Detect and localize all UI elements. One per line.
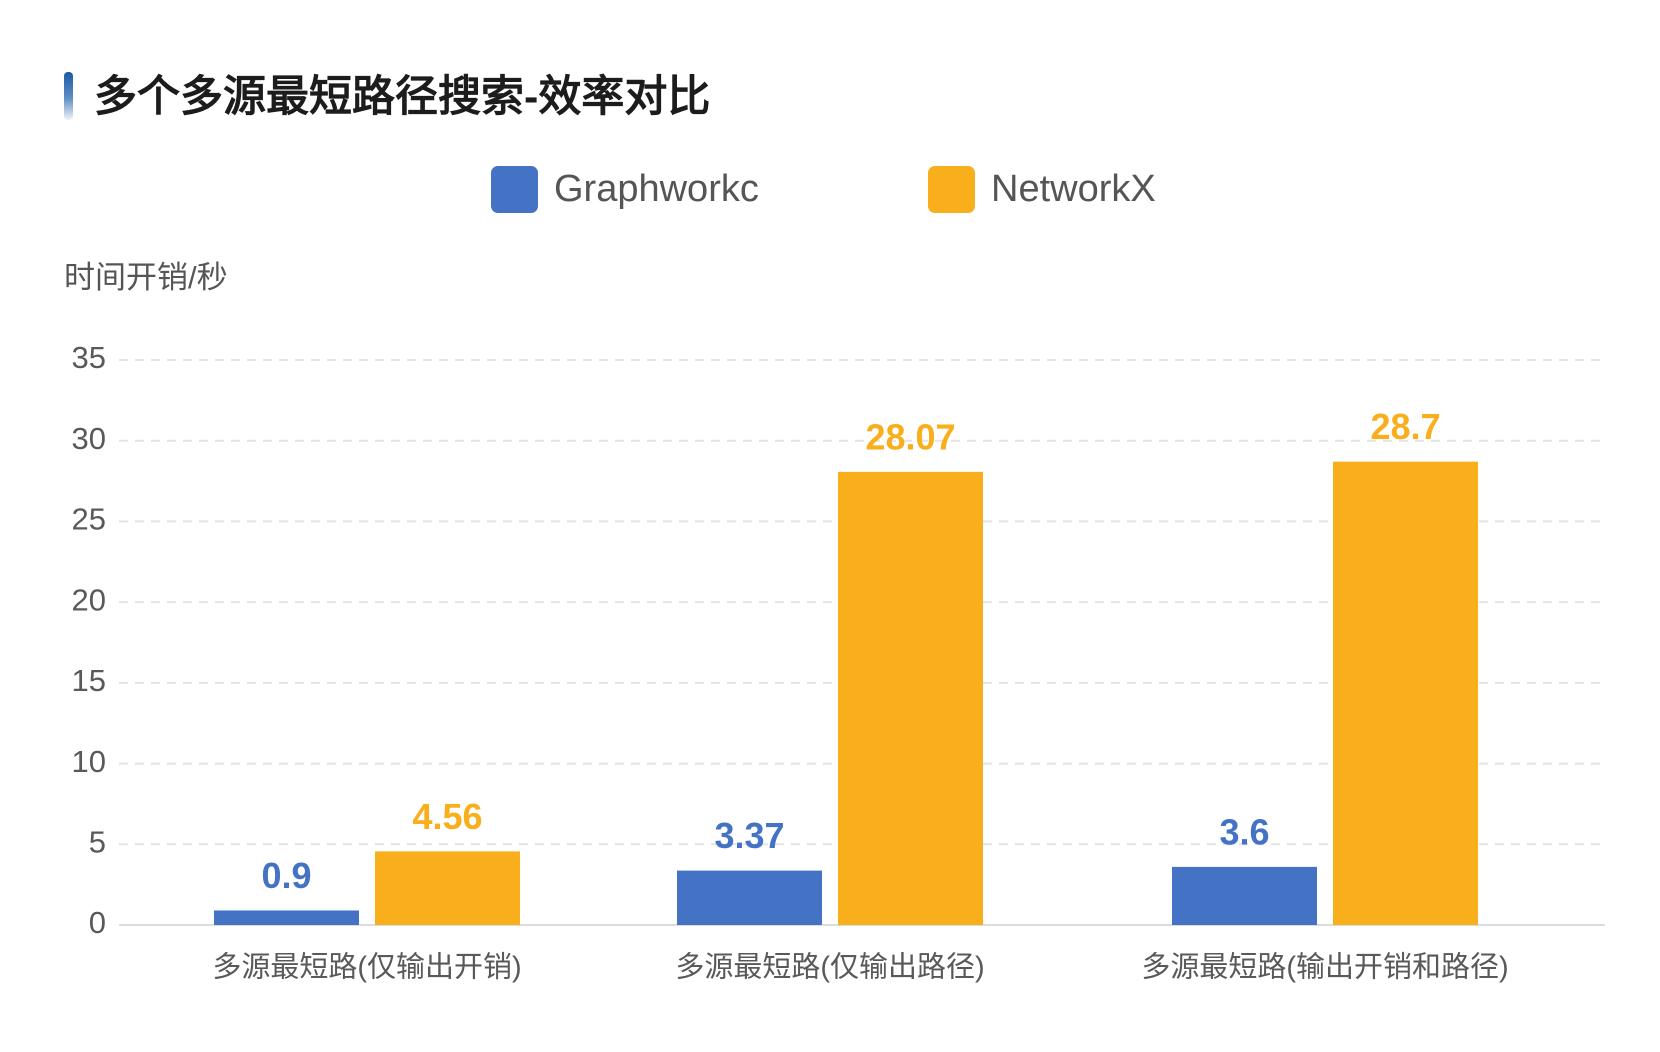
data-label: 0.9 <box>261 855 311 896</box>
legend-item-networkx[interactable]: NetworkX <box>928 165 1156 213</box>
bar-graphworkc[interactable] <box>214 910 359 925</box>
y-tick-label: 35 <box>72 340 106 375</box>
legend-label: Graphworkc <box>554 167 759 210</box>
y-tick-label: 0 <box>89 905 106 940</box>
title-accent-bar <box>64 72 73 120</box>
bar-graphworkc[interactable] <box>1172 866 1317 925</box>
y-tick-label: 25 <box>72 502 106 537</box>
y-tick-label: 20 <box>72 582 106 617</box>
legend-item-graphworkc[interactable]: Graphworkc <box>491 165 759 213</box>
y-tick-label: 15 <box>72 663 106 698</box>
x-category-label: 多源最短路(输出开销和路径) <box>1141 951 1508 984</box>
legend-swatch <box>491 165 538 213</box>
bar-networkx[interactable] <box>375 851 520 925</box>
y-tick-label: 10 <box>72 744 106 779</box>
x-category-label: 多源最短路(仅输出开销) <box>212 951 521 984</box>
data-label: 3.37 <box>714 815 784 856</box>
x-category-label: 多源最短路(仅输出路径) <box>675 951 984 984</box>
y-axis-label: 时间开销/秒 <box>64 260 228 295</box>
data-label: 4.56 <box>412 796 482 837</box>
data-label: 3.6 <box>1219 811 1269 852</box>
bar-networkx[interactable] <box>838 471 983 925</box>
data-label: 28.7 <box>1370 406 1440 447</box>
chart-title: 多个多源最短路径搜索-效率对比 <box>94 73 711 121</box>
bar-graphworkc[interactable] <box>677 870 822 925</box>
legend: Graphworkc NetworkX <box>0 165 1660 213</box>
y-tick-label: 5 <box>89 824 106 859</box>
data-label: 28.07 <box>865 416 955 457</box>
y-tick-label: 30 <box>72 421 106 456</box>
legend-label: NetworkX <box>991 167 1156 210</box>
bar-networkx[interactable] <box>1333 461 1478 925</box>
legend-swatch <box>928 165 975 213</box>
